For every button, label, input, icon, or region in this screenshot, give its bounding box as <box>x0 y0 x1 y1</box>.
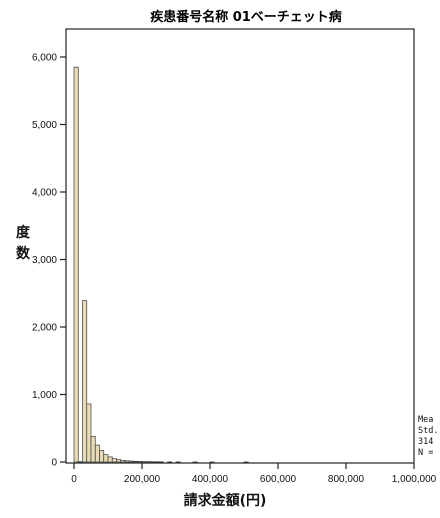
stats-line: Std. <box>418 426 438 436</box>
stats-line: 314 <box>418 437 433 447</box>
y-tick-label: 2,000 <box>32 323 57 334</box>
x-tick-label: 200,000 <box>124 474 161 485</box>
y-tick-label: 1,000 <box>32 390 57 401</box>
histogram-bars <box>73 66 249 463</box>
histogram-bar <box>124 460 130 463</box>
plot-frame <box>65 28 415 464</box>
histogram-bar <box>99 450 105 463</box>
histogram-bar <box>94 444 100 463</box>
chart-title: 疾患番号名称 01ベーチェット病 <box>150 9 342 25</box>
y-axis-label-2: 数 <box>16 245 31 262</box>
y-tick-label: 0 <box>51 458 57 469</box>
x-tick-label: 400,000 <box>192 474 229 485</box>
x-axis-label: 請求金額(円) <box>184 492 267 509</box>
histogram-bar <box>128 460 134 463</box>
histogram-bar <box>90 436 96 463</box>
x-tick-label: 600,000 <box>260 474 297 485</box>
histogram-bar <box>120 459 126 463</box>
x-tick-label: 0 <box>71 474 77 485</box>
histogram-bar <box>86 403 92 463</box>
histogram-bar <box>137 461 143 463</box>
y-tick-label: 4,000 <box>32 188 57 199</box>
histogram-bar <box>133 460 139 463</box>
x-tick-label: 1,000,000 <box>392 474 437 485</box>
histogram-bar <box>116 459 122 463</box>
stats-line: Mea <box>418 415 433 425</box>
histogram-bar <box>82 300 88 463</box>
histogram-bar <box>103 454 109 463</box>
y-axis-label-1: 度 <box>16 224 31 241</box>
x-tick-label: 800,000 <box>328 474 365 485</box>
histogram-bar <box>111 458 117 463</box>
y-axis: 0 1,000 2,000 3,000 4,000 5,000 6,000 <box>32 53 66 469</box>
histogram-bar <box>73 66 79 463</box>
stats-line: N = <box>418 448 433 458</box>
x-axis: 0 200,000 400,000 600,000 800,000 1,000,000 <box>71 463 437 485</box>
y-tick-label: 5,000 <box>32 120 57 131</box>
y-tick-label: 3,000 <box>32 255 57 266</box>
histogram-bar <box>107 456 113 463</box>
y-tick-label: 6,000 <box>32 53 57 64</box>
